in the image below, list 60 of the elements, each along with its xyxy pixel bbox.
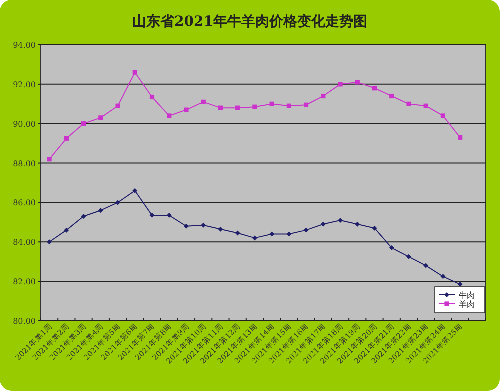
point xyxy=(458,135,463,140)
point xyxy=(252,236,258,241)
point xyxy=(440,274,446,280)
point xyxy=(424,104,428,108)
point xyxy=(252,104,258,110)
point xyxy=(286,232,292,237)
point xyxy=(116,200,121,206)
point xyxy=(201,100,206,104)
point xyxy=(235,230,240,236)
point xyxy=(98,208,104,214)
point xyxy=(64,228,70,233)
point xyxy=(201,222,206,228)
point xyxy=(81,214,86,220)
legend-label: 牛肉 xyxy=(459,291,475,300)
point xyxy=(150,94,155,100)
point xyxy=(47,157,52,162)
point xyxy=(338,218,344,223)
point xyxy=(355,80,360,85)
point xyxy=(286,104,292,108)
point xyxy=(440,114,446,118)
point xyxy=(270,232,275,237)
point xyxy=(270,102,274,106)
point xyxy=(424,263,429,268)
point xyxy=(355,222,360,227)
point xyxy=(81,122,86,126)
chart-title: 山东省2021年牛羊肉价格变化走势图 xyxy=(132,13,368,30)
point xyxy=(150,213,155,218)
y-tick-label: 92.00 xyxy=(13,80,36,90)
point xyxy=(458,282,463,288)
y-tick-label: 84.00 xyxy=(13,238,36,248)
point xyxy=(406,254,412,260)
point xyxy=(236,106,240,110)
point xyxy=(116,104,120,108)
point xyxy=(304,228,309,233)
point xyxy=(304,102,309,108)
point xyxy=(321,94,326,99)
point xyxy=(218,226,224,232)
y-tick-label: 82.00 xyxy=(13,278,36,287)
y-tick-label: 88.00 xyxy=(13,159,36,168)
y-tick-label: 90.00 xyxy=(13,120,36,129)
point xyxy=(47,240,52,245)
point xyxy=(184,108,189,112)
point xyxy=(320,222,326,227)
point xyxy=(218,106,224,110)
point xyxy=(390,94,394,99)
point xyxy=(389,246,394,251)
point xyxy=(167,114,172,118)
point xyxy=(372,226,378,231)
point xyxy=(64,136,69,141)
point xyxy=(132,188,138,194)
point xyxy=(98,116,104,120)
point xyxy=(338,82,343,87)
y-tick-label: 80.00 xyxy=(13,317,36,326)
y-tick-label: 86.00 xyxy=(13,198,36,208)
legend-label: 羊肉 xyxy=(459,300,475,309)
point xyxy=(406,102,412,106)
y-tick-label: 94.00 xyxy=(13,41,36,50)
point xyxy=(184,224,189,229)
point xyxy=(132,70,138,75)
point xyxy=(372,86,378,91)
